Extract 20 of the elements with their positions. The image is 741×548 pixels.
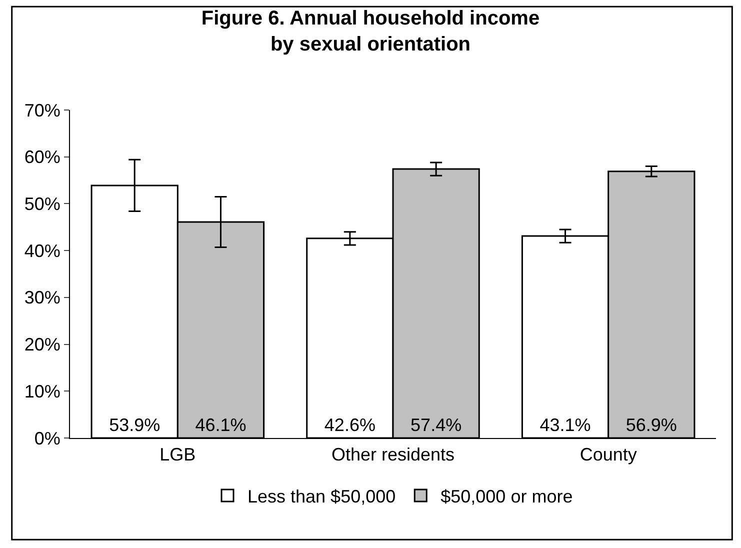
chart-title: Figure 6. Annual household income by sexual orientation	[201, 8, 540, 56]
x-tick-label: LGB	[160, 444, 196, 465]
data-label: 46.1%	[195, 415, 246, 435]
x-tick-label: Other residents	[331, 444, 455, 465]
y-tick-label: 30%	[24, 288, 60, 308]
data-label: 42.6%	[324, 415, 376, 435]
data-label: 56.9%	[626, 415, 677, 435]
data-label: 53.9%	[109, 415, 160, 435]
y-tick-label: 10%	[24, 381, 60, 402]
y-tick-label: 40%	[24, 240, 60, 261]
y-tick-label: 20%	[24, 334, 60, 355]
data-label: 57.4%	[410, 415, 462, 435]
legend-label: $50,000 or more	[440, 486, 573, 507]
x-tick-label: County	[580, 444, 637, 465]
y-tick-label: 50%	[24, 194, 60, 214]
y-tick-label: 70%	[24, 100, 60, 120]
y-tick-label: 0%	[34, 428, 60, 448]
legend-label: Less than $50,000	[248, 486, 396, 507]
data-label: 43.1%	[540, 415, 591, 435]
y-tick-label: 60%	[24, 147, 60, 168]
